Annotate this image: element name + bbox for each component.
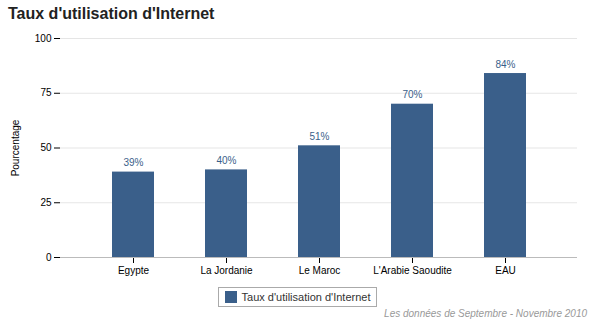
svg-text:0: 0 — [46, 252, 52, 263]
svg-text:Pourcentage: Pourcentage — [10, 119, 21, 176]
svg-text:25: 25 — [40, 197, 52, 208]
html-text:Les données de Septembre - Nov: Les données de Septembre - Novembre 2010 — [384, 308, 587, 319]
svg-text:50: 50 — [40, 142, 52, 153]
html-text:Taux d'utilisation d'Internet: Taux d'utilisation d'Internet — [8, 5, 215, 22]
html-text:Taux d'utilisation d'Internet: Taux d'utilisation d'Internet — [241, 291, 371, 303]
svg-text:100: 100 — [35, 33, 52, 44]
svg-text:L'Arabie Saoudite: L'Arabie Saoudite — [373, 265, 452, 276]
svg-text:51%: 51% — [309, 131, 329, 142]
svg-text:39%: 39% — [123, 157, 143, 168]
svg-text:EAU: EAU — [495, 265, 516, 276]
svg-text:Egypte: Egypte — [118, 265, 150, 276]
svg-text:70%: 70% — [402, 89, 422, 100]
svg-text:40%: 40% — [216, 155, 236, 166]
svg-text:84%: 84% — [495, 59, 515, 70]
svg-text:75: 75 — [40, 87, 52, 98]
svg-text:La Jordanie: La Jordanie — [200, 265, 253, 276]
svg-text:Le Maroc: Le Maroc — [299, 265, 341, 276]
